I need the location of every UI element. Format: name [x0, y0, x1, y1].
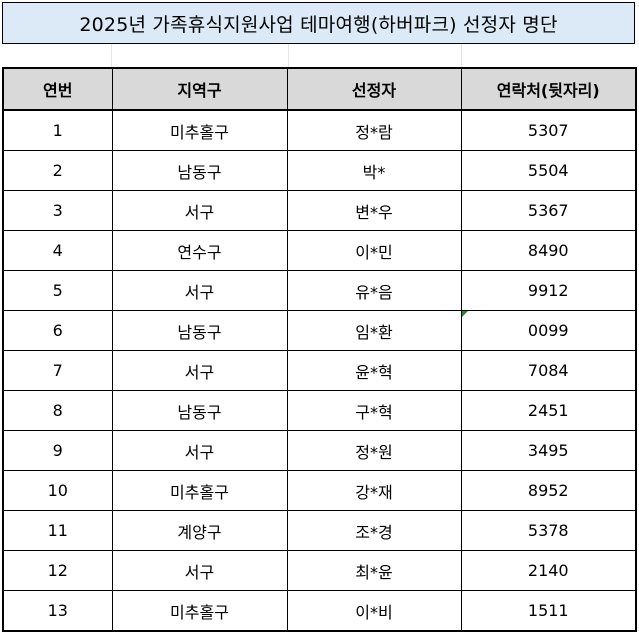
page-title: 2025년 가족휴식지원사업 테마여행(하버파크) 선정자 명단	[2, 2, 635, 44]
cell-district[interactable]: 남동구	[111, 310, 288, 351]
cell-contact[interactable]: 7084	[460, 350, 637, 391]
gridline	[111, 44, 112, 67]
cell-district[interactable]: 서구	[111, 350, 288, 391]
cell-contact[interactable]: 9912	[460, 270, 637, 311]
table-row: 5 서구 유*음 9912	[2, 270, 637, 311]
cell-contact[interactable]: 5367	[460, 190, 637, 231]
cell-selectee[interactable]: 구*혁	[286, 390, 462, 431]
cell-selectee[interactable]: 유*음	[286, 270, 462, 311]
cell-contact[interactable]: 8490	[460, 230, 637, 271]
comment-indicator-icon[interactable]	[462, 311, 468, 317]
cell-selectee[interactable]: 최*윤	[286, 550, 462, 591]
cell-contact[interactable]: 5307	[460, 109, 637, 151]
table-header-row: 연번 지역구 선정자 연락처(뒷자리)	[2, 67, 637, 111]
table-row: 7 서구 윤*혁 7084	[2, 350, 637, 391]
table-row: 1 미추홀구 정*람 5307	[2, 109, 637, 151]
cell-district[interactable]: 서구	[111, 550, 288, 591]
cell-contact[interactable]: 2140	[460, 550, 637, 591]
cell-number[interactable]: 12	[2, 550, 113, 591]
cell-contact[interactable]: 2451	[460, 390, 637, 431]
cell-contact[interactable]: 5504	[460, 150, 637, 191]
cell-number[interactable]: 13	[2, 590, 113, 632]
cell-district[interactable]: 서구	[111, 190, 288, 231]
spacer-row	[0, 44, 639, 67]
cell-number[interactable]: 4	[2, 230, 113, 271]
cell-contact[interactable]: 0099	[460, 310, 637, 351]
cell-selectee[interactable]: 정*람	[286, 109, 462, 151]
header-selectee[interactable]: 선정자	[286, 67, 462, 111]
cell-selectee[interactable]: 박*	[286, 150, 462, 191]
cell-selectee[interactable]: 이*민	[286, 230, 462, 271]
cell-district[interactable]: 서구	[111, 430, 288, 471]
table-row: 10 미추홀구 강*재 8952	[2, 470, 637, 511]
header-district[interactable]: 지역구	[111, 67, 288, 111]
table-row: 3 서구 변*우 5367	[2, 190, 637, 231]
table-row: 12 서구 최*윤 2140	[2, 550, 637, 591]
cell-district[interactable]: 미추홀구	[111, 109, 288, 151]
cell-district[interactable]: 서구	[111, 270, 288, 311]
cell-contact[interactable]: 3495	[460, 430, 637, 471]
header-contact[interactable]: 연락처(뒷자리)	[460, 67, 637, 111]
cell-selectee[interactable]: 이*비	[286, 590, 462, 632]
cell-selectee[interactable]: 윤*혁	[286, 350, 462, 391]
cell-number[interactable]: 10	[2, 470, 113, 511]
gridline	[288, 44, 289, 67]
selection-table: 연번 지역구 선정자 연락처(뒷자리) 1 미추홀구 정*람 5307 2 남동구 박* 55…	[2, 67, 637, 632]
cell-contact[interactable]: 8952	[460, 470, 637, 511]
table-row: 4 연수구 이*민 8490	[2, 230, 637, 271]
cell-number[interactable]: 9	[2, 430, 113, 471]
cell-number[interactable]: 6	[2, 310, 113, 351]
cell-number[interactable]: 1	[2, 109, 113, 151]
cell-number[interactable]: 2	[2, 150, 113, 191]
cell-number[interactable]: 5	[2, 270, 113, 311]
cell-district[interactable]: 미추홀구	[111, 590, 288, 632]
gridline	[461, 44, 462, 67]
cell-number[interactable]: 3	[2, 190, 113, 231]
cell-district[interactable]: 연수구	[111, 230, 288, 271]
cell-district[interactable]: 남동구	[111, 150, 288, 191]
cell-selectee[interactable]: 변*우	[286, 190, 462, 231]
cell-selectee[interactable]: 임*환	[286, 310, 462, 351]
table-row: 8 남동구 구*혁 2451	[2, 390, 637, 431]
cell-district[interactable]: 미추홀구	[111, 470, 288, 511]
table-row: 11 계양구 조*경 5378	[2, 510, 637, 551]
cell-number[interactable]: 11	[2, 510, 113, 551]
header-number[interactable]: 연번	[2, 67, 113, 111]
cell-district[interactable]: 계양구	[111, 510, 288, 551]
cell-selectee[interactable]: 조*경	[286, 510, 462, 551]
cell-contact[interactable]: 5378	[460, 510, 637, 551]
cell-selectee[interactable]: 정*원	[286, 430, 462, 471]
table-row: 9 서구 정*원 3495	[2, 430, 637, 471]
table-row: 6 남동구 임*환 0099	[2, 310, 637, 351]
cell-number[interactable]: 8	[2, 390, 113, 431]
page-title-text: 2025년 가족휴식지원사업 테마여행(하버파크) 선정자 명단	[79, 13, 558, 36]
table-row: 13 미추홀구 이*비 1511	[2, 590, 637, 632]
cell-number[interactable]: 7	[2, 350, 113, 391]
cell-contact[interactable]: 1511	[460, 590, 637, 632]
cell-selectee[interactable]: 강*재	[286, 470, 462, 511]
table-row: 2 남동구 박* 5504	[2, 150, 637, 191]
cell-district[interactable]: 남동구	[111, 390, 288, 431]
